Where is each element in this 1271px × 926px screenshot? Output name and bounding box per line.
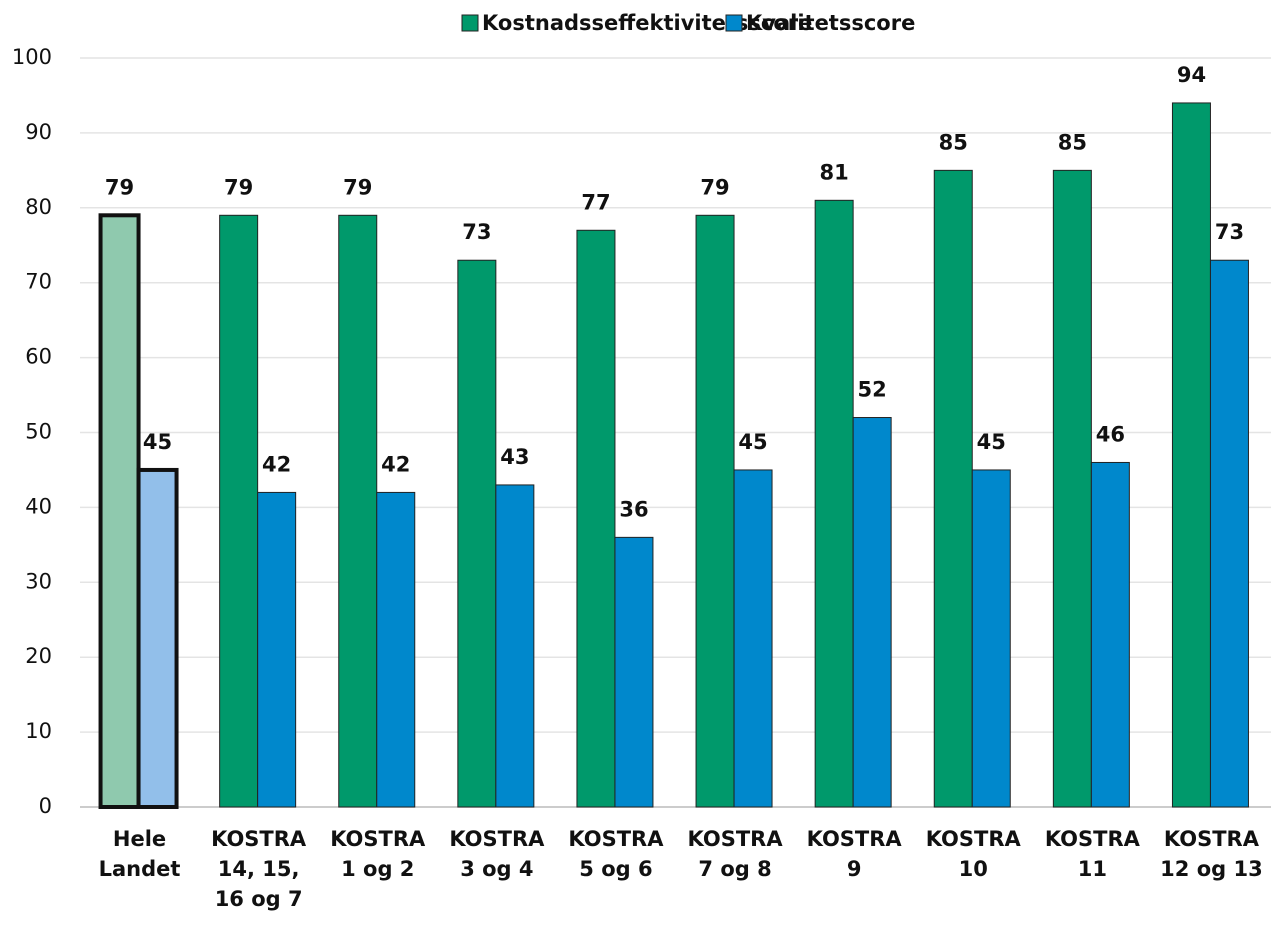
y-tick-label: 40: [25, 494, 52, 518]
data-label: 73: [1215, 220, 1244, 244]
bar: [614, 536, 654, 808]
bar: [852, 417, 892, 808]
data-label: 36: [619, 497, 648, 521]
data-label: 79: [700, 175, 729, 199]
bar: [1171, 102, 1211, 808]
x-tick-label: KOSTRA 11: [1045, 827, 1141, 881]
x-tick-label: Hele Landet: [99, 827, 181, 881]
legend-swatch: [725, 14, 743, 32]
data-label: 45: [143, 430, 172, 454]
data-label: 79: [224, 175, 253, 199]
x-tick-label: KOSTRA 5 og 6: [568, 827, 664, 881]
legend-label: Kostnadsseffektivitetsscore: [482, 11, 812, 35]
y-tick-label: 70: [25, 270, 52, 294]
bar: [1052, 169, 1092, 808]
bar: [495, 484, 535, 808]
data-label: 85: [939, 130, 968, 154]
data-label: 42: [262, 452, 291, 476]
bar: [376, 491, 416, 808]
data-label: 77: [581, 190, 610, 214]
bar: [219, 214, 259, 808]
bar: [695, 214, 735, 808]
y-tick-label: 50: [25, 420, 52, 444]
data-label: 43: [500, 445, 529, 469]
y-tick-label: 80: [25, 195, 52, 219]
x-tick-label: KOSTRA 9: [807, 827, 903, 881]
y-tick-label: 90: [25, 120, 52, 144]
bar: [733, 469, 773, 808]
data-label: 79: [343, 175, 372, 199]
data-label: 42: [381, 452, 410, 476]
bar: [257, 491, 297, 808]
bar: [933, 169, 973, 808]
data-label: 73: [462, 220, 491, 244]
x-tick-label: KOSTRA 14, 15, 16 og 7: [211, 827, 307, 911]
bar: [576, 229, 616, 808]
bar: [971, 469, 1011, 808]
bar: [1209, 259, 1249, 808]
data-label: 81: [820, 160, 849, 184]
data-label: 52: [858, 378, 887, 402]
y-tick-label: 100: [12, 45, 52, 69]
bar: [457, 259, 497, 808]
data-label: 94: [1177, 63, 1206, 87]
data-label: 46: [1096, 422, 1125, 446]
bar: [136, 467, 179, 809]
data-label: 79: [105, 175, 134, 199]
x-tick-label: KOSTRA 12 og 13: [1160, 827, 1263, 881]
data-label: 85: [1058, 130, 1087, 154]
y-tick-label: 30: [25, 569, 52, 593]
data-label: 45: [738, 430, 767, 454]
bar: [814, 199, 854, 808]
x-tick-label: KOSTRA 7 og 8: [688, 827, 784, 881]
y-tick-label: 0: [39, 794, 52, 818]
x-tick-label: KOSTRA 1 og 2: [330, 827, 426, 881]
y-tick-label: 20: [25, 644, 52, 668]
y-tick-label: 60: [25, 345, 52, 369]
bar: [338, 214, 378, 808]
bar: [98, 213, 141, 810]
legend-swatch: [461, 14, 479, 32]
data-label: 45: [977, 430, 1006, 454]
x-tick-label: KOSTRA 10: [926, 827, 1022, 881]
legend-label: Kvalitetsscore: [746, 11, 915, 35]
x-tick-label: KOSTRA 3 og 4: [449, 827, 545, 881]
y-tick-label: 10: [25, 719, 52, 743]
bar: [1090, 461, 1130, 808]
